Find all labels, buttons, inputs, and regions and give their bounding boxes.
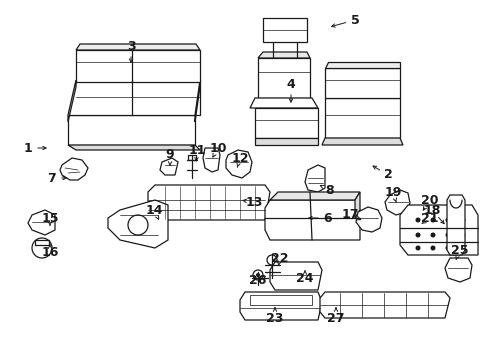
Polygon shape bbox=[68, 115, 195, 145]
Text: 6: 6 bbox=[323, 211, 332, 225]
Polygon shape bbox=[354, 192, 359, 218]
Polygon shape bbox=[321, 138, 402, 145]
Polygon shape bbox=[444, 258, 471, 282]
Text: 21: 21 bbox=[420, 211, 438, 225]
Text: 8: 8 bbox=[325, 184, 334, 197]
Polygon shape bbox=[399, 205, 477, 255]
Circle shape bbox=[460, 217, 465, 222]
Polygon shape bbox=[249, 295, 311, 305]
Circle shape bbox=[429, 246, 435, 251]
Polygon shape bbox=[240, 292, 321, 320]
Polygon shape bbox=[225, 150, 251, 178]
Text: 15: 15 bbox=[41, 211, 59, 225]
Polygon shape bbox=[264, 200, 359, 240]
Polygon shape bbox=[319, 292, 449, 318]
Polygon shape bbox=[60, 158, 88, 180]
Polygon shape bbox=[258, 58, 309, 98]
Text: 11: 11 bbox=[188, 144, 205, 157]
Text: 18: 18 bbox=[423, 203, 440, 216]
Text: 22: 22 bbox=[271, 252, 288, 265]
Polygon shape bbox=[148, 185, 269, 220]
Circle shape bbox=[445, 233, 449, 238]
Text: 23: 23 bbox=[266, 311, 283, 324]
Polygon shape bbox=[269, 192, 359, 200]
Circle shape bbox=[429, 233, 435, 238]
Text: 7: 7 bbox=[47, 171, 56, 184]
Text: 4: 4 bbox=[286, 78, 295, 91]
Polygon shape bbox=[263, 18, 306, 42]
Text: 9: 9 bbox=[165, 148, 174, 162]
Polygon shape bbox=[203, 148, 220, 172]
Polygon shape bbox=[68, 145, 200, 150]
Text: 1: 1 bbox=[23, 141, 32, 154]
Text: 19: 19 bbox=[384, 186, 401, 199]
Text: 24: 24 bbox=[296, 271, 313, 284]
Polygon shape bbox=[195, 80, 200, 122]
Circle shape bbox=[256, 273, 260, 277]
Polygon shape bbox=[305, 165, 325, 192]
Polygon shape bbox=[187, 155, 196, 160]
Text: 16: 16 bbox=[41, 246, 59, 258]
Polygon shape bbox=[325, 68, 399, 98]
Text: 10: 10 bbox=[209, 141, 226, 154]
Polygon shape bbox=[258, 52, 309, 58]
Text: 26: 26 bbox=[249, 274, 266, 287]
Text: 2: 2 bbox=[383, 168, 391, 181]
Text: 25: 25 bbox=[450, 243, 468, 256]
Text: 5: 5 bbox=[350, 13, 359, 27]
Text: 20: 20 bbox=[420, 194, 438, 207]
Polygon shape bbox=[269, 262, 321, 290]
Polygon shape bbox=[384, 190, 409, 215]
Text: 12: 12 bbox=[231, 152, 248, 165]
Polygon shape bbox=[76, 50, 200, 82]
Polygon shape bbox=[108, 200, 168, 248]
Polygon shape bbox=[249, 98, 317, 108]
Circle shape bbox=[415, 233, 420, 238]
Text: 14: 14 bbox=[145, 203, 163, 216]
Text: 13: 13 bbox=[245, 195, 262, 208]
Circle shape bbox=[415, 217, 420, 222]
Circle shape bbox=[415, 246, 420, 251]
Polygon shape bbox=[446, 195, 464, 255]
Circle shape bbox=[445, 246, 449, 251]
Circle shape bbox=[445, 217, 449, 222]
Polygon shape bbox=[254, 138, 317, 145]
Polygon shape bbox=[68, 80, 200, 115]
Circle shape bbox=[460, 233, 465, 238]
Circle shape bbox=[460, 246, 465, 251]
Polygon shape bbox=[160, 158, 178, 175]
Polygon shape bbox=[325, 62, 399, 68]
Polygon shape bbox=[28, 210, 55, 235]
Polygon shape bbox=[325, 98, 399, 138]
Text: 17: 17 bbox=[341, 208, 358, 221]
Polygon shape bbox=[254, 108, 317, 138]
Polygon shape bbox=[355, 207, 381, 232]
Text: 3: 3 bbox=[126, 40, 135, 54]
Polygon shape bbox=[76, 44, 200, 50]
Polygon shape bbox=[68, 80, 76, 122]
Text: 27: 27 bbox=[326, 311, 344, 324]
Circle shape bbox=[429, 217, 435, 222]
